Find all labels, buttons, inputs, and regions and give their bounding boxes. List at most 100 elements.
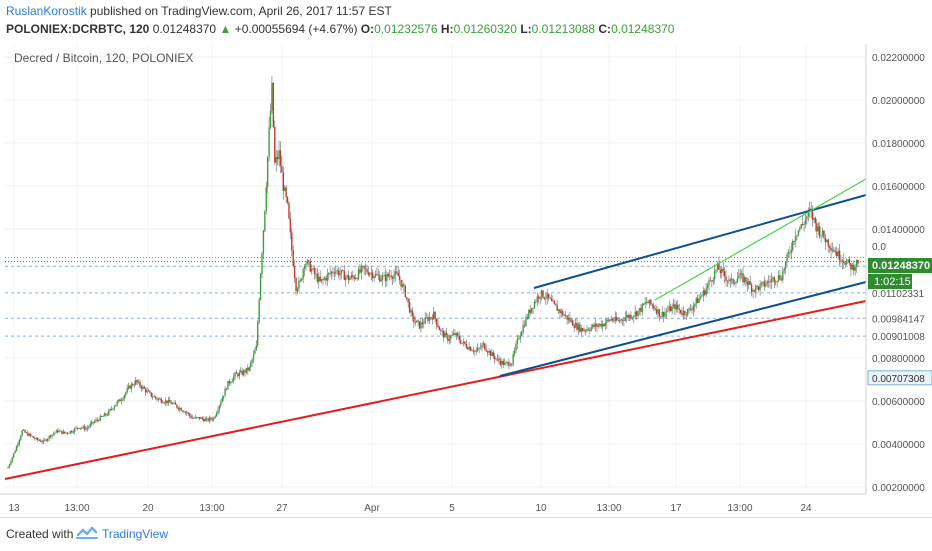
candle: [197, 416, 199, 419]
candle: [110, 405, 113, 411]
candle: [492, 350, 495, 360]
tradingview-brand-link[interactable]: TradingView: [102, 527, 169, 541]
plot-area: [5, 44, 866, 489]
candle: [52, 431, 55, 437]
candle: [251, 358, 253, 367]
candle: [678, 303, 680, 315]
candle: [518, 334, 520, 341]
candle: [834, 247, 836, 256]
candle: [424, 311, 426, 325]
candle: [357, 266, 360, 281]
candle: [266, 156, 269, 194]
candle: [813, 217, 815, 224]
candle: [523, 320, 526, 328]
candle: [606, 318, 608, 329]
price-chart[interactable]: 0.02200000 0.02000000 0.01800000 0.01600000…: [0, 44, 932, 517]
candle: [127, 382, 130, 390]
candle: [188, 412, 191, 419]
candle: [157, 398, 160, 402]
candle: [753, 289, 756, 293]
candle: [301, 277, 303, 282]
candle: [644, 296, 646, 309]
candle: [559, 308, 561, 319]
candle: [281, 155, 283, 173]
channel-lower-line[interactable]: [499, 281, 867, 377]
candle: [88, 425, 90, 430]
candle: [765, 279, 767, 288]
support-trend-line[interactable]: [4, 300, 867, 480]
candle: [458, 331, 460, 343]
candle: [210, 416, 212, 422]
candle: [330, 270, 333, 280]
candle: [35, 437, 38, 441]
candle: [25, 431, 28, 434]
candle: [789, 246, 791, 259]
candle: [589, 327, 591, 335]
candle: [42, 437, 45, 445]
candle: [213, 416, 215, 422]
candle: [687, 308, 689, 317]
candle: [169, 396, 171, 403]
candle: [268, 116, 270, 162]
tradingview-cloud-icon[interactable]: [76, 526, 98, 545]
candle: [806, 215, 808, 225]
candle: [415, 320, 418, 323]
candle: [24, 429, 26, 433]
candle: [577, 322, 580, 336]
price-change: +0.00055694 (+4.67%): [234, 22, 358, 36]
candle: [772, 276, 774, 283]
candle: [749, 275, 751, 286]
footer: Created with TradingView: [0, 517, 932, 551]
candle: [486, 350, 489, 357]
candle: [288, 201, 290, 220]
candle: [152, 392, 154, 400]
candle: [387, 272, 390, 278]
candle: [161, 400, 164, 404]
candle: [712, 276, 714, 286]
author-link[interactable]: RuslanKorostik: [6, 4, 87, 18]
candle: [393, 269, 395, 283]
time-axis[interactable]: 13 13:00 20 13:00 27 Apr 5 10 13:00 17 13:00 24: [8, 503, 812, 514]
candle: [586, 325, 588, 333]
last-price: 0.01248370: [152, 22, 217, 36]
candle: [214, 414, 216, 419]
green-trend-line[interactable]: [654, 178, 867, 301]
candle: [413, 312, 415, 329]
candle: [360, 263, 363, 280]
candle: [814, 216, 817, 232]
price-axis[interactable]: 0.02200000 0.02000000 0.01800000 0.01600000…: [867, 53, 932, 494]
countdown-label: 1:02:15: [868, 274, 912, 289]
candle: [217, 406, 219, 416]
candle: [136, 379, 138, 386]
candle: [58, 428, 60, 433]
candle: [624, 311, 626, 322]
candle: [701, 294, 703, 298]
candle: [397, 265, 399, 277]
candle: [796, 234, 798, 241]
candle: [371, 269, 374, 282]
candle: [840, 254, 842, 265]
candle: [278, 140, 280, 167]
candle: [547, 293, 550, 301]
candle: [516, 334, 519, 350]
candle: [310, 264, 313, 275]
candle: [230, 381, 232, 386]
candle: [748, 278, 750, 290]
candle: [39, 438, 42, 442]
candle: [731, 273, 733, 285]
candle: [381, 272, 384, 287]
candle: [503, 358, 506, 366]
candle: [183, 410, 185, 413]
candle: [797, 230, 800, 237]
candle: [774, 279, 777, 286]
candle: [86, 424, 89, 432]
candle: [464, 341, 466, 346]
candle: [167, 396, 170, 406]
candle: [411, 307, 414, 322]
candle: [722, 262, 724, 277]
candle: [245, 367, 248, 374]
candle: [794, 229, 797, 248]
time-tick-label: Apr: [364, 503, 380, 514]
candle: [530, 307, 533, 315]
candle: [838, 243, 841, 266]
